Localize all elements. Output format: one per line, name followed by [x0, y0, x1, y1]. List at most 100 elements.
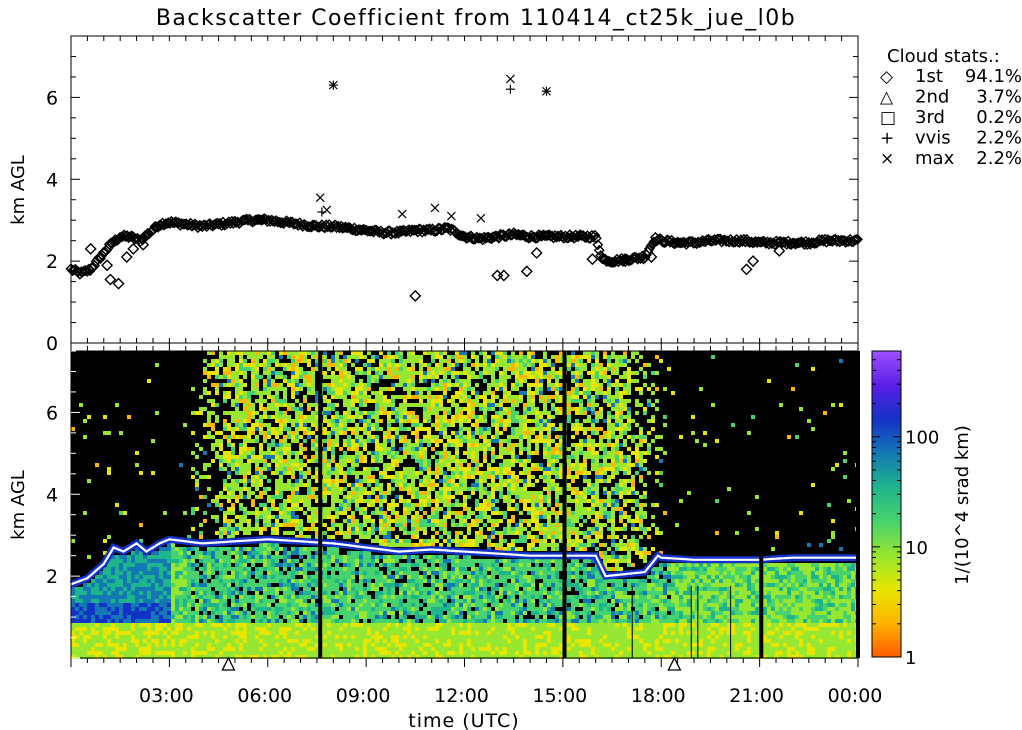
legend-1st-label: 1st [915, 66, 943, 87]
first-cloud-marker [619, 255, 632, 268]
first-cloud-marker [586, 253, 599, 266]
x-tick-label: 00:00 [828, 685, 883, 707]
max-marker-stroke [476, 213, 486, 223]
first-cloud-marker [137, 233, 149, 245]
first-cloud-marker [409, 289, 422, 302]
legend-vvis-value: 2.2% [976, 128, 1022, 149]
legend-diamond-symbol: ◇ [880, 67, 894, 87]
max-cloud-marker [505, 74, 515, 84]
first-cloud-marker [823, 235, 835, 247]
legend-3rd-label: 3rd [915, 107, 945, 128]
first-cloud-marker [747, 255, 760, 268]
data-dropout [759, 351, 764, 658]
first-cloud-marker [148, 224, 160, 235]
vvis-marker [505, 84, 515, 94]
cloud-base-plot-area [71, 36, 858, 343]
backscatter-cells [71, 543, 859, 623]
backscatter-y-ticks: 2 4 6 [46, 350, 80, 659]
first-cloud-marker [440, 222, 452, 234]
max-marker-stroke [315, 193, 325, 203]
first-cloud-marker [596, 253, 608, 265]
first-cloud-marker [127, 242, 140, 255]
max-cloud-marker [446, 211, 456, 221]
first-cloud-marker [590, 232, 602, 244]
max-cloud-marker [322, 205, 332, 215]
first-cloud-marker [115, 231, 127, 243]
cloud-base-markers [65, 74, 863, 302]
first-cloud-marker [137, 238, 150, 251]
backscatter-cells [71, 351, 859, 659]
max-marker-stroke [505, 74, 515, 84]
x-tick-label: 18:00 [631, 685, 686, 707]
max-cloud-marker [315, 193, 325, 203]
data-dropout [562, 351, 567, 658]
max-cloud-marker [430, 203, 440, 213]
triangle-marker [221, 656, 236, 671]
x-tick-label: 06:00 [237, 685, 292, 707]
first-cloud-marker [497, 269, 510, 282]
backscatter-cells [71, 603, 171, 623]
legend-title: Cloud stats.: [887, 46, 1000, 67]
first-cloud-marker [561, 232, 573, 244]
data-dropout [318, 351, 323, 658]
first-cloud-marker [101, 259, 114, 272]
backscatter-y-axis-label: km AGL [8, 470, 29, 540]
triangle-markers [221, 656, 682, 671]
colorbar-tick-label: 1 [905, 648, 916, 669]
first-cloud-marker [740, 263, 753, 276]
data-gap [690, 586, 692, 658]
data-gap [697, 586, 699, 658]
colorbar-ticks: 1 10 100 [871, 350, 939, 669]
chart-title: Backscatter Coefficient from 110414_ct25… [156, 6, 796, 31]
legend-2nd-value: 3.7% [976, 87, 1022, 108]
first-cloud-marker [304, 221, 316, 233]
first-cloud-marker [636, 250, 648, 262]
x-tick-label: 21:00 [729, 685, 784, 707]
first-cloud-marker [289, 218, 301, 230]
first-cloud-marker [84, 242, 97, 255]
first-cloud-marker [592, 239, 604, 251]
first-cloud-marker [112, 277, 125, 290]
cloud-stats-legend: Cloud stats.:◇ 1st 94.1% △ 2nd 3.7% □ 3rd 0.2% + v… [880, 46, 1022, 169]
colorbar-scale [872, 351, 901, 657]
data-gap [730, 586, 732, 658]
backscatter-panel: 246 03:00 06:00 09:00 12:00 15:00 18:00 21:00 0… [8, 342, 882, 730]
legend-triangle-symbol: △ [880, 88, 894, 108]
first-cloud-marker [198, 219, 210, 231]
first-cloud-marker [104, 273, 117, 286]
first-cloud-marker [520, 265, 533, 278]
max-marker-stroke [430, 203, 440, 213]
first-cloud-marker [589, 229, 601, 241]
x-tick-label: 09:00 [336, 685, 391, 707]
y-tick-label: 6 [46, 402, 58, 424]
x-tick-label: 12:00 [434, 685, 489, 707]
y-tick-label: 2 [46, 251, 58, 273]
y-tick-label: 6 [46, 87, 58, 109]
first-cloud-marker [593, 244, 605, 256]
x-axis-label: time (UTC) [408, 710, 519, 730]
colorbar-tick-label: 100 [905, 428, 939, 449]
first-cloud-marker [645, 251, 658, 264]
legend-plus-symbol: + [880, 129, 894, 149]
y-tick-label: 2 [46, 566, 58, 588]
legend-vvis-label: vvis [915, 128, 951, 149]
vvis-marker [317, 207, 327, 217]
colorbar-label: 1/(10^4 srad km) [952, 425, 973, 585]
legend-3rd-value: 0.2% [976, 107, 1022, 128]
backscatter-cells [71, 351, 859, 659]
first-cloud-marker [530, 246, 543, 259]
colorbar-frame [871, 350, 902, 658]
legend-2nd-label: 2nd [915, 87, 949, 108]
y-tick-label: 4 [46, 484, 58, 506]
data-gap [631, 586, 633, 658]
max-marker-stroke [397, 209, 407, 219]
x-tick-label: 15:00 [532, 685, 587, 707]
vvis-marker [328, 80, 338, 90]
first-cloud-marker [812, 236, 824, 248]
first-cloud-marker [329, 219, 341, 231]
legend-square-symbol: □ [880, 108, 896, 128]
first-cloud-marker [800, 235, 812, 247]
legend-max-label: max [915, 148, 955, 169]
legend-max-value: 2.2% [976, 148, 1022, 169]
colorbar: 1 10 100 1/(10^4 srad km) [871, 350, 973, 669]
